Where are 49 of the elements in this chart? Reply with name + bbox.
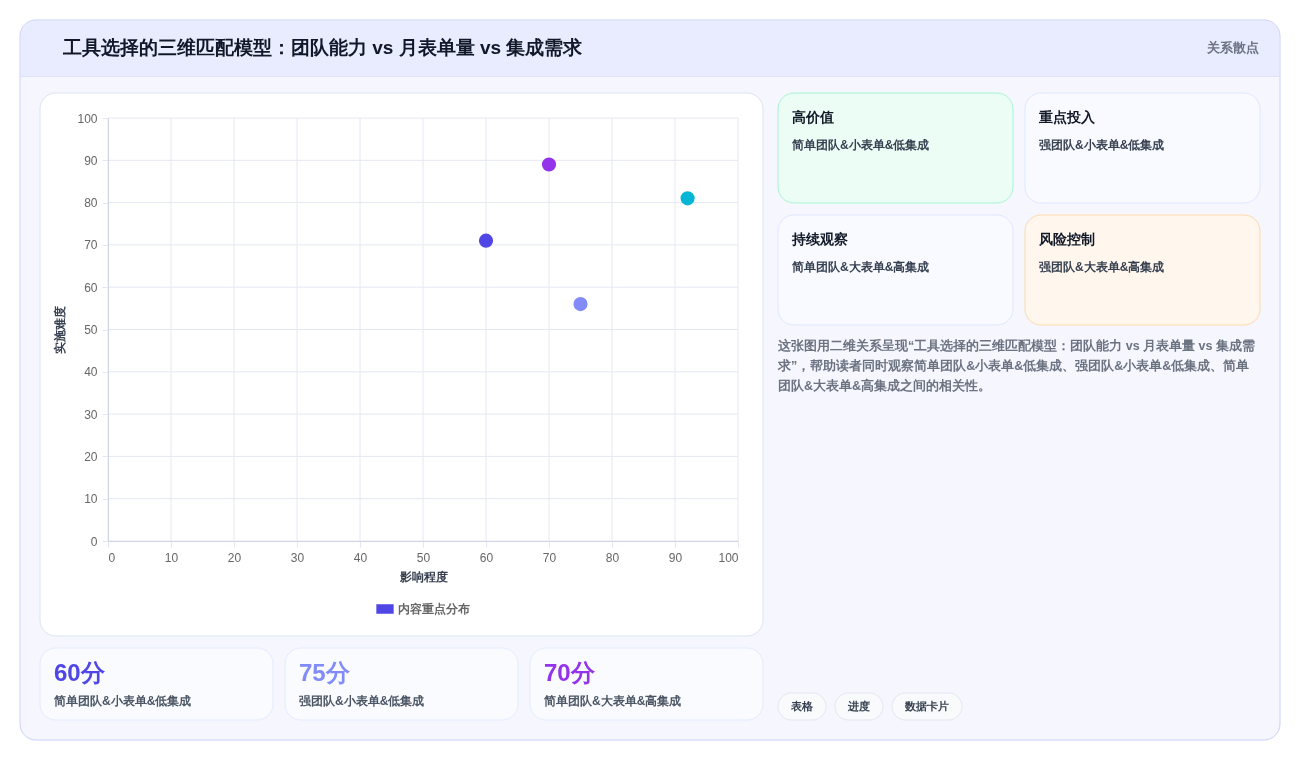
category-label: 持续观察 [791, 231, 848, 247]
x-tick-label: 40 [353, 550, 368, 565]
text: 简单团队&小表单&低集成 [791, 138, 930, 152]
point [541, 157, 557, 172]
y-tick-label: 0 [90, 534, 98, 549]
text: 强团队&大表单&高集成 [1039, 260, 1165, 274]
x-tick-label: 50 [416, 550, 431, 565]
x-axis-title: 影响程度 [398, 569, 448, 584]
y-tick-label: 40 [84, 365, 98, 380]
data-label: 70分 [544, 659, 596, 686]
point [573, 297, 588, 312]
category-label: 进度 [847, 699, 870, 712]
y-tick-label: 70 [84, 238, 98, 253]
data-label: 60分 [54, 659, 106, 686]
text: 强团队&小表单&低集成 [1039, 138, 1165, 152]
text: 关系散点 [1206, 40, 1259, 55]
category-label: 重点投入 [1038, 109, 1096, 125]
text: 简单团队&大表单&高集成 [791, 260, 930, 274]
x-tick-label: 0 [108, 550, 116, 565]
y-tick-label: 60 [84, 280, 98, 295]
point [680, 191, 695, 206]
category-label: 强团队&小表单&低集成 [299, 694, 425, 708]
legend-label: 内容重点分布 [398, 602, 470, 616]
category-label: 高价值 [792, 109, 834, 125]
x-tick-label: 60 [479, 550, 494, 565]
x-tick-label: 20 [227, 550, 242, 565]
y-tick-label: 10 [84, 492, 98, 507]
category-label: 简单团队&大表单&高集成 [543, 694, 682, 708]
y-tick-label: 20 [84, 449, 98, 464]
data-label: 75分 [299, 659, 351, 686]
x-tick-label: 100 [718, 550, 739, 565]
category-label: 简单团队&小表单&低集成 [53, 694, 192, 708]
x-tick-label: 90 [668, 550, 683, 565]
category-label: 表格 [790, 699, 814, 712]
y-tick-label: 80 [84, 196, 98, 211]
x-tick-label: 10 [164, 550, 179, 565]
y-tick-label: 50 [84, 323, 98, 337]
y-axis-title: 实施难度 [53, 306, 68, 354]
chart-title: 工具选择的三维匹配模型：团队能力 vs 月表单量 vs 集成需求 [62, 37, 584, 58]
y-tick-label: 100 [77, 111, 98, 126]
text: 这张图用二维关系呈现“工具选择的三维匹配模型：团队能力 vs 月表单量 vs 集成需求”，帮助读者同时观察简单团队&小表单&低集成、强团队&小表单&低集成、简单团队&大表单&高集成之间的相关性。 [777, 338, 1255, 393]
point [478, 233, 494, 248]
x-tick-label: 30 [290, 550, 305, 565]
category-label: 数据卡片 [904, 699, 949, 712]
x-tick-label: 80 [605, 550, 620, 565]
category-label: 风险控制 [1038, 231, 1095, 247]
x-tick-label: 70 [542, 550, 557, 565]
y-tick-label: 30 [84, 407, 98, 422]
y-tick-label: 90 [84, 153, 98, 168]
